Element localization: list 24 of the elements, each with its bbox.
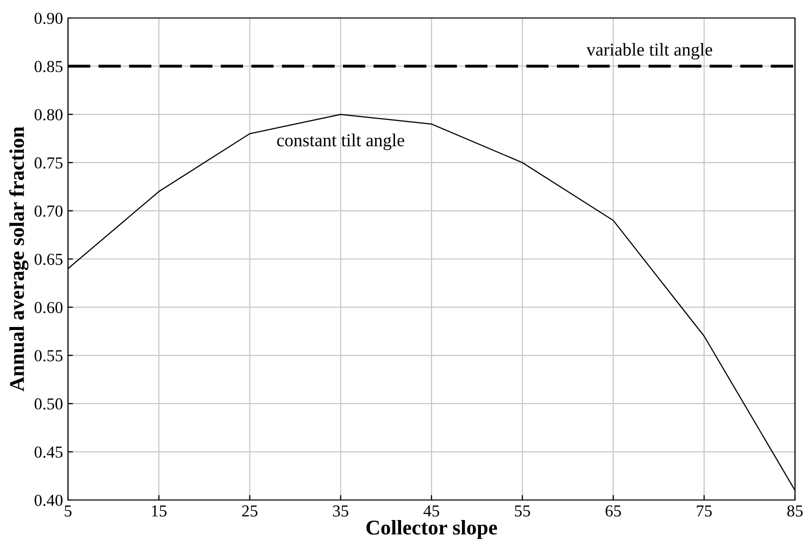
x-tick-label: 85 (787, 505, 803, 517)
ref-line-label: variable tilt angle (586, 43, 712, 60)
x-tick-label: 15 (152, 505, 167, 517)
x-tick-label: 65 (606, 505, 621, 517)
x-tick-label: 5 (64, 506, 72, 517)
x-tick-label: 35 (333, 505, 348, 517)
y-tick-label: 0.80 (34, 109, 63, 120)
y-tick-label: 0.45 (34, 446, 62, 458)
y-axis-title: Annual average solar fraction (9, 126, 28, 392)
x-axis-title: Collector slope (366, 520, 498, 539)
y-tick-label: 0.55 (34, 350, 62, 362)
y-tick-label: 0.90 (34, 12, 63, 24)
y-tick-label: 0.65 (34, 254, 62, 266)
series-label: constant tilt angle (277, 134, 404, 150)
y-tick-label: 0.85 (34, 60, 62, 72)
y-tick-label: 0.40 (34, 494, 63, 506)
x-tick-label: 25 (242, 505, 258, 517)
y-tick-label: 0.50 (34, 398, 63, 410)
y-tick-label: 0.60 (34, 302, 63, 314)
y-tick-label: 0.70 (34, 206, 63, 217)
x-tick-label: 55 (515, 506, 530, 517)
x-tick-label: 45 (423, 505, 440, 517)
x-tick-label: 75 (696, 506, 712, 517)
y-tick-label: 0.75 (34, 157, 62, 169)
